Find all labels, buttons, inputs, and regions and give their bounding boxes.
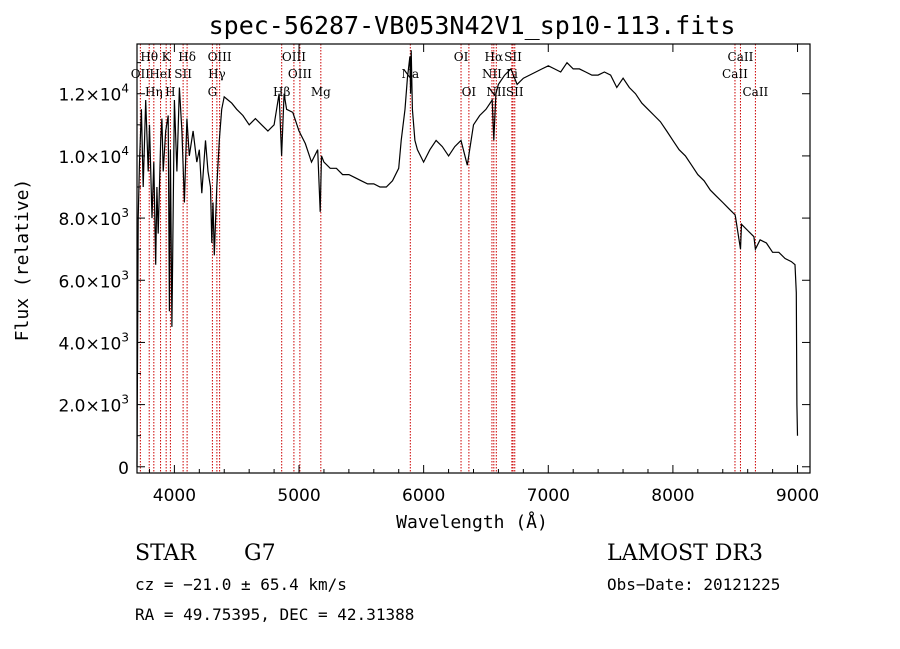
y-tick-exponent: 3 xyxy=(121,268,129,282)
x-tick-label: 6000 xyxy=(402,486,445,506)
line-label: H xyxy=(165,85,175,99)
spectrum-series xyxy=(136,50,799,467)
y-tick-label: 0 xyxy=(118,459,129,479)
plot-frame xyxy=(136,43,811,474)
line-label: NII xyxy=(482,67,502,81)
line-label: OI xyxy=(454,50,469,64)
line-label: CaII xyxy=(742,85,768,99)
line-label: OI xyxy=(462,85,477,99)
object-subclass: G7 xyxy=(244,541,276,566)
y-tick-exponent: 3 xyxy=(121,393,129,407)
line-label: Hγ xyxy=(208,67,226,81)
line-label: Hα xyxy=(485,50,504,64)
line-label: Hθ xyxy=(140,50,158,64)
y-axis-ticks: 02.0×1034.0×1036.0×1038.0×1031.0×1041.2×… xyxy=(58,62,810,479)
y-tick-mantissa: 0 xyxy=(118,459,129,479)
line-label: G xyxy=(208,85,218,99)
survey-name: LAMOST DR3 xyxy=(607,541,763,566)
line-label: Mg xyxy=(311,85,331,99)
y-tick-mantissa: 4.0×10 xyxy=(58,334,121,354)
y-tick-mantissa: 2.0×10 xyxy=(58,397,121,417)
y-tick-mantissa: 1.2×10 xyxy=(58,86,121,106)
y-tick-mantissa: 8.0×10 xyxy=(58,210,121,230)
y-tick-exponent: 3 xyxy=(121,206,129,220)
chart-title: spec-56287-VB053N42V1_sp10-113.fits xyxy=(209,11,736,40)
x-tick-label: 8000 xyxy=(651,486,694,506)
line-label: Li xyxy=(506,67,518,81)
x-tick-label: 7000 xyxy=(527,486,570,506)
y-tick-exponent: 4 xyxy=(121,82,129,96)
line-label: OIII xyxy=(288,67,312,81)
y-tick-mantissa: 1.0×10 xyxy=(58,148,121,168)
line-label: Hδ xyxy=(178,50,196,64)
y-axis-label: Flux (relative) xyxy=(12,179,33,342)
line-label: CaII xyxy=(722,67,748,81)
redshift-text: cz = −21.0 ± 65.4 km/s xyxy=(135,575,347,594)
line-label: Hβ xyxy=(273,85,290,99)
line-label: Hη xyxy=(145,85,163,99)
line-label: OII xyxy=(131,67,151,81)
y-tick-label: 1.2×104 xyxy=(58,82,129,106)
line-label: SII xyxy=(504,50,522,64)
y-tick-label: 2.0×103 xyxy=(58,393,129,417)
x-axis-label: Wavelength (Å) xyxy=(396,511,548,533)
y-tick-exponent: 3 xyxy=(121,330,129,344)
line-label: CaII xyxy=(728,50,754,64)
x-tick-label: 9000 xyxy=(776,486,819,506)
y-tick-label: 8.0×103 xyxy=(58,206,129,230)
y-tick-label: 1.0×104 xyxy=(58,144,129,168)
line-label: OIII xyxy=(208,50,232,64)
line-label: OIII xyxy=(282,50,306,64)
y-tick-label: 4.0×103 xyxy=(58,330,129,354)
line-markers xyxy=(139,44,756,473)
x-tick-label: 5000 xyxy=(277,486,320,506)
y-tick-label: 6.0×103 xyxy=(58,268,129,292)
y-tick-exponent: 4 xyxy=(121,144,129,158)
line-label: K xyxy=(162,50,172,64)
x-axis-ticks: 4000 5000 6000 7000 8000 9000 xyxy=(148,44,819,506)
object-class: STAR xyxy=(135,541,197,566)
line-label: SII xyxy=(174,67,192,81)
coordinates-text: RA = 49.75395, DEC = 42.31388 xyxy=(135,605,414,624)
obs-date-text: Obs−Date: 20121225 xyxy=(607,575,780,594)
y-tick-mantissa: 6.0×10 xyxy=(58,272,121,292)
line-label: HeI xyxy=(149,67,172,81)
line-label: SII xyxy=(506,85,524,99)
x-tick-label: 4000 xyxy=(153,486,196,506)
